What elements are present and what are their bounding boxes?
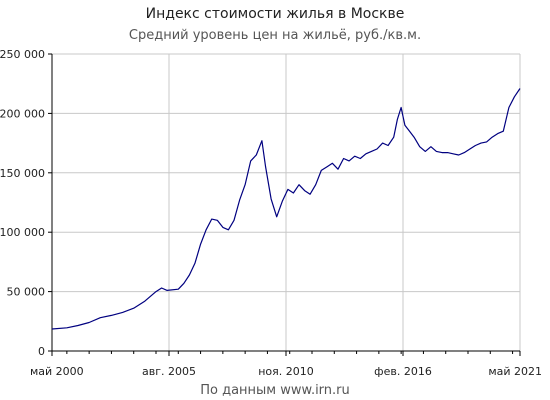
x-tick-label: май 2021	[488, 365, 542, 378]
source-caption: По данным www.irn.ru	[200, 383, 350, 398]
chart-subtitle: Средний уровень цен на жильё, руб./кв.м.	[128, 28, 422, 43]
x-tick-label: авг. 2005	[142, 365, 196, 378]
x-tick-label: май 2000	[30, 365, 84, 378]
y-tick-label: 0	[38, 345, 45, 358]
chart-title: Индекс стоимости жилья в Москве	[145, 6, 405, 22]
tick-layer: 0 50 000 100 000 150 000 200 000 250 000 май 2…	[0, 48, 542, 378]
y-tick-label: 200 000	[0, 107, 45, 120]
x-tick-label: ноя. 2010	[258, 365, 314, 378]
series-line-0	[51, 88, 521, 330]
x-tick-label: фев. 2016	[374, 365, 432, 378]
y-tick-label: 250 000	[0, 48, 45, 61]
series-layer	[51, 88, 521, 330]
axis-layer	[48, 53, 521, 356]
y-tick-label: 100 000	[0, 226, 45, 239]
y-tick-label: 50 000	[7, 286, 46, 299]
y-tick-label: 150 000	[0, 167, 45, 180]
grid-layer	[52, 53, 521, 351]
